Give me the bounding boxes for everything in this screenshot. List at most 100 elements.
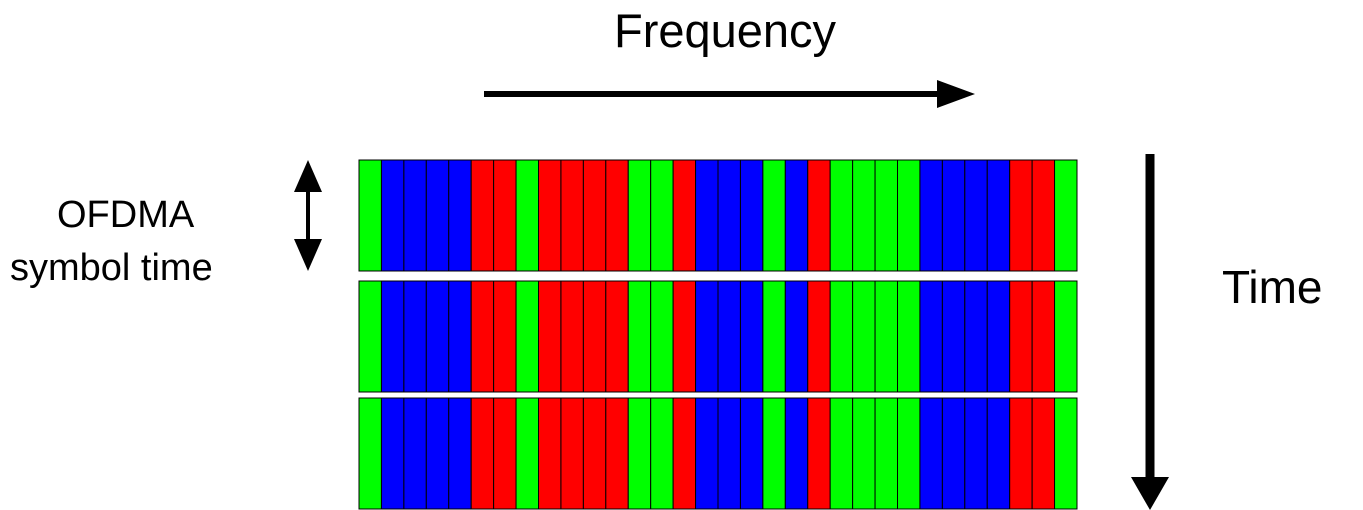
subcarrier-cell: [852, 280, 876, 393]
subcarrier-cell: [470, 397, 495, 510]
subcarrier-cell: [627, 159, 652, 272]
subcarrier-cell: [964, 397, 988, 510]
subcarrier-cell: [493, 397, 517, 510]
subcarrier-cell: [986, 397, 1011, 510]
subcarrier-cell: [493, 159, 517, 272]
subcarrier-cell: [919, 280, 943, 393]
subcarrier-cell: [784, 159, 809, 272]
subcarrier-cell: [829, 159, 854, 272]
subcarrier-grid: [358, 159, 1078, 510]
subcarrier-cell: [829, 280, 854, 393]
subcarrier-cell: [1031, 397, 1056, 510]
subcarrier-cell: [515, 280, 539, 393]
subcarrier-cell: [448, 159, 472, 272]
subcarrier-cell: [784, 397, 809, 510]
subcarrier-cell: [627, 397, 652, 510]
subcarrier-cell: [627, 280, 652, 393]
subcarrier-cell: [807, 397, 831, 510]
subcarrier-cell: [717, 280, 741, 393]
subcarrier-cell: [560, 159, 584, 272]
ofdma-symbol-row: [358, 280, 1078, 393]
subcarrier-cell: [762, 159, 786, 272]
subcarrier-cell: [986, 280, 1011, 393]
subcarrier-cell: [717, 159, 741, 272]
subcarrier-cell: [807, 280, 831, 393]
subcarrier-cell: [448, 280, 472, 393]
subcarrier-cell: [986, 159, 1011, 272]
subcarrier-cell: [380, 280, 405, 393]
subcarrier-cell: [1009, 280, 1033, 393]
subcarrier-cell: [538, 397, 562, 510]
subcarrier-cell: [425, 397, 450, 510]
subcarrier-cell: [672, 397, 697, 510]
subcarrier-cell: [897, 397, 921, 510]
subcarrier-cell: [582, 280, 607, 393]
subcarrier-cell: [695, 280, 719, 393]
subcarrier-cell: [560, 397, 584, 510]
subcarrier-cell: [1031, 280, 1056, 393]
subcarrier-cell: [672, 159, 697, 272]
subcarrier-cell: [762, 397, 786, 510]
frequency-axis-label: Frequency: [614, 4, 837, 57]
subcarrier-cell: [380, 159, 405, 272]
subcarrier-cell: [380, 397, 405, 510]
subcarrier-cell: [538, 159, 562, 272]
subcarrier-cell: [762, 280, 786, 393]
frequency-arrow: [484, 80, 975, 108]
time-axis-label: Time: [1222, 261, 1323, 313]
subcarrier-cell: [874, 159, 898, 272]
subcarrier-cell: [560, 280, 584, 393]
subcarrier-cell: [650, 280, 674, 393]
subcarrier-cell: [784, 280, 809, 393]
subcarrier-cell: [897, 159, 921, 272]
subcarrier-cell: [874, 397, 898, 510]
subcarrier-cell: [493, 280, 517, 393]
subcarrier-cell: [582, 159, 607, 272]
subcarrier-cell: [403, 159, 427, 272]
subcarrier-cell: [448, 397, 472, 510]
subcarrier-cell: [515, 397, 539, 510]
subcarrier-cell: [941, 280, 966, 393]
subcarrier-cell: [650, 397, 674, 510]
ofdma-symbol-row: [358, 159, 1078, 272]
subcarrier-cell: [964, 280, 988, 393]
time-arrow: [1131, 154, 1169, 510]
subcarrier-cell: [582, 397, 607, 510]
subcarrier-cell: [829, 397, 854, 510]
subcarrier-cell: [605, 280, 629, 393]
subcarrier-cell: [1009, 397, 1033, 510]
subcarrier-cell: [1054, 159, 1078, 272]
subcarrier-cell: [470, 280, 495, 393]
ofdma-symbol-row: [358, 397, 1078, 510]
subcarrier-cell: [941, 159, 966, 272]
subcarrier-cell: [739, 159, 764, 272]
subcarrier-cell: [897, 280, 921, 393]
subcarrier-cell: [717, 397, 741, 510]
subcarrier-cell: [403, 280, 427, 393]
subcarrier-cell: [852, 397, 876, 510]
subcarrier-cell: [807, 159, 831, 272]
subcarrier-cell: [605, 159, 629, 272]
subcarrier-cell: [739, 397, 764, 510]
subcarrier-cell: [425, 159, 450, 272]
subcarrier-cell: [650, 159, 674, 272]
ofdma-symbol-time-label-line2: symbol time: [10, 247, 213, 289]
subcarrier-cell: [695, 397, 719, 510]
subcarrier-cell: [403, 397, 427, 510]
subcarrier-cell: [358, 159, 382, 272]
subcarrier-cell: [672, 280, 697, 393]
subcarrier-cell: [605, 397, 629, 510]
subcarrier-cell: [852, 159, 876, 272]
subcarrier-cell: [1031, 159, 1056, 272]
subcarrier-cell: [919, 397, 943, 510]
subcarrier-cell: [358, 397, 382, 510]
subcarrier-cell: [739, 280, 764, 393]
subcarrier-cell: [919, 159, 943, 272]
subcarrier-cell: [1054, 280, 1078, 393]
subcarrier-cell: [538, 280, 562, 393]
subcarrier-cell: [470, 159, 495, 272]
symbol-time-double-arrow: [294, 160, 322, 271]
subcarrier-cell: [1054, 397, 1078, 510]
subcarrier-cell: [1009, 159, 1033, 272]
